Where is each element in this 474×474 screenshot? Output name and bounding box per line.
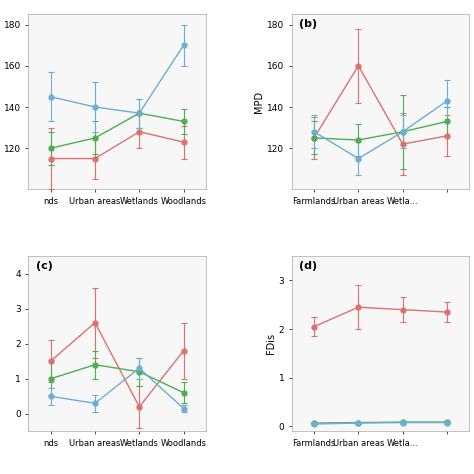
Legend: Carnivores, Insectivores, Omnivores: Carnivores, Insectivores, Omnivores [207, 136, 291, 186]
Y-axis label: FDis: FDis [266, 333, 276, 354]
Text: (b): (b) [299, 19, 317, 29]
Y-axis label: MPD: MPD [254, 91, 264, 113]
Text: (c): (c) [36, 261, 53, 271]
Text: (d): (d) [299, 261, 317, 271]
